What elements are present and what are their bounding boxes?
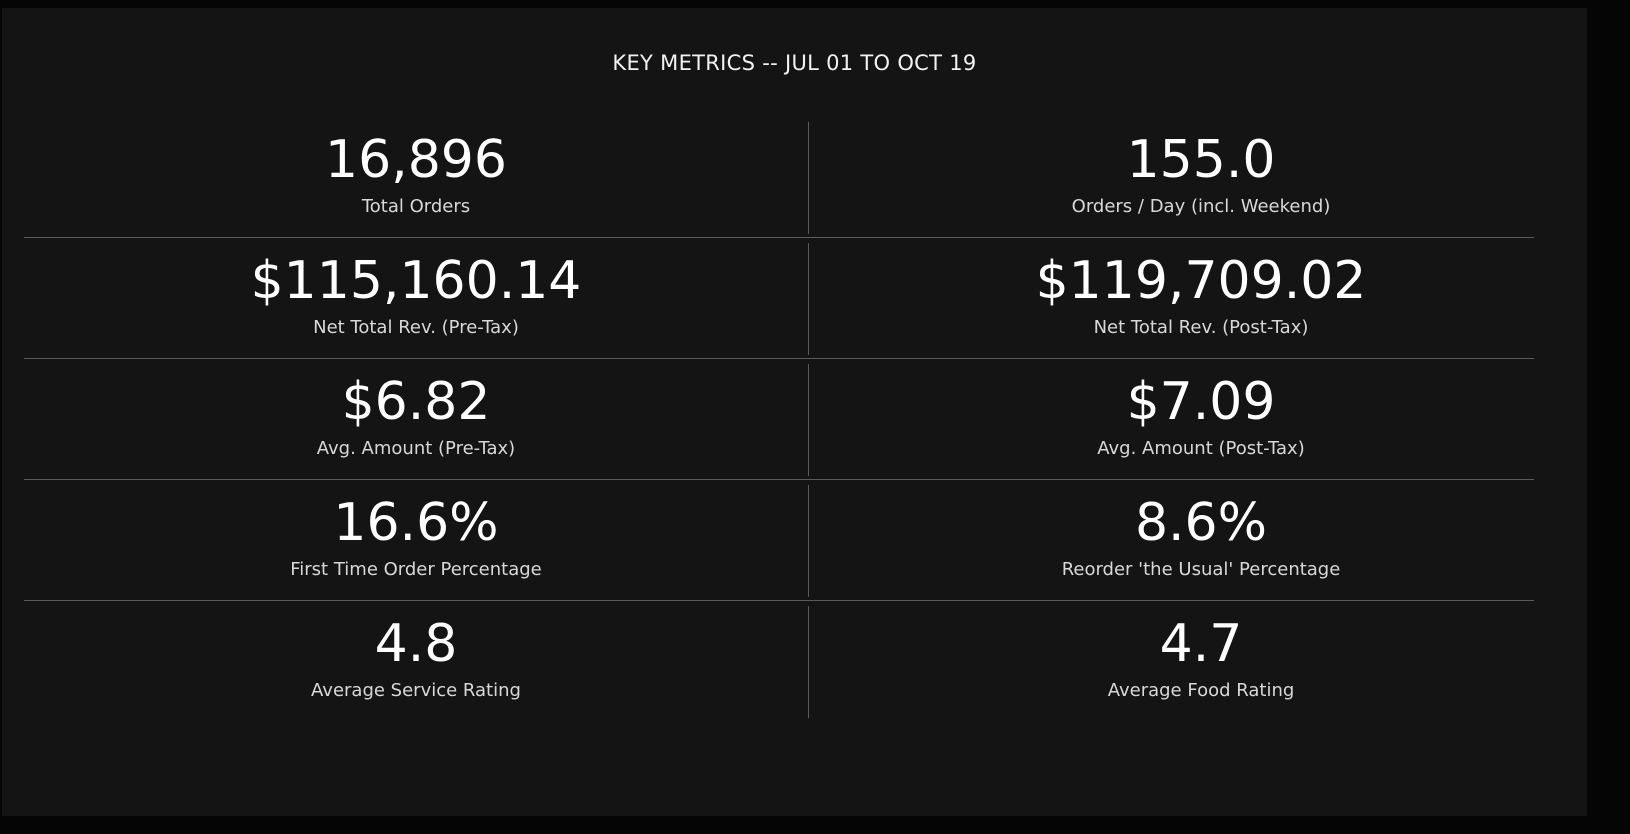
metric-value: 16.6%: [333, 493, 499, 553]
metric-value: $7.09: [1126, 372, 1276, 432]
metrics-row: $6.82 Avg. Amount (Pre-Tax) $7.09 Avg. A…: [24, 360, 1594, 478]
metric-label: Average Food Rating: [1107, 680, 1295, 701]
metric-avg-amount-pre-tax: $6.82 Avg. Amount (Pre-Tax): [24, 360, 808, 478]
metric-reorder-usual-pct: 8.6% Reorder 'the Usual' Percentage: [809, 481, 1593, 599]
metric-value: 4.8: [374, 614, 458, 674]
metrics-row: $115,160.14 Net Total Rev. (Pre-Tax) $11…: [24, 239, 1594, 357]
metric-first-time-order-pct: 16.6% First Time Order Percentage: [24, 481, 808, 599]
metric-value: $6.82: [341, 372, 491, 432]
panel-title: KEY METRICS -- JUL 01 TO OCT 19: [612, 51, 977, 75]
column-divider: [808, 243, 809, 355]
row-divider: [24, 237, 1534, 238]
metric-value: 8.6%: [1134, 493, 1268, 553]
metric-total-orders: 16,896 Total Orders: [24, 118, 808, 236]
metrics-row: 16,896 Total Orders 155.0 Orders / Day (…: [24, 118, 1594, 236]
row-divider: [24, 600, 1534, 601]
row-divider: [24, 358, 1534, 359]
metric-value: 4.7: [1159, 614, 1243, 674]
key-metrics-panel: KEY METRICS -- JUL 01 TO OCT 19 16,896 T…: [2, 8, 1587, 816]
metric-value: $119,709.02: [1035, 251, 1367, 311]
metric-label: Orders / Day (incl. Weekend): [1071, 196, 1331, 217]
metric-avg-service-rating: 4.8 Average Service Rating: [24, 602, 808, 720]
column-divider: [808, 364, 809, 476]
metric-value: 155.0: [1126, 130, 1276, 190]
row-divider: [24, 479, 1534, 480]
column-divider: [808, 122, 809, 234]
metric-value: 16,896: [325, 130, 507, 190]
metric-label: Net Total Rev. (Post-Tax): [1093, 317, 1309, 338]
metrics-grid: 16,896 Total Orders 155.0 Orders / Day (…: [24, 118, 1594, 743]
metric-label: Net Total Rev. (Pre-Tax): [313, 317, 519, 338]
metric-net-rev-pre-tax: $115,160.14 Net Total Rev. (Pre-Tax): [24, 239, 808, 357]
metric-label: Avg. Amount (Post-Tax): [1097, 438, 1305, 459]
metric-value: $115,160.14: [250, 251, 582, 311]
metrics-row: 4.8 Average Service Rating 4.7 Average F…: [24, 602, 1594, 720]
metric-avg-food-rating: 4.7 Average Food Rating: [809, 602, 1593, 720]
column-divider: [808, 606, 809, 718]
metric-net-rev-post-tax: $119,709.02 Net Total Rev. (Post-Tax): [809, 239, 1593, 357]
metrics-row: 16.6% First Time Order Percentage 8.6% R…: [24, 481, 1594, 599]
metric-label: Total Orders: [361, 196, 471, 217]
metric-label: Reorder 'the Usual' Percentage: [1061, 559, 1341, 580]
metric-label: Average Service Rating: [311, 680, 521, 701]
column-divider: [808, 485, 809, 597]
metric-avg-amount-post-tax: $7.09 Avg. Amount (Post-Tax): [809, 360, 1593, 478]
metric-orders-per-day: 155.0 Orders / Day (incl. Weekend): [809, 118, 1593, 236]
metric-label: First Time Order Percentage: [290, 559, 542, 580]
metric-label: Avg. Amount (Pre-Tax): [316, 438, 516, 459]
